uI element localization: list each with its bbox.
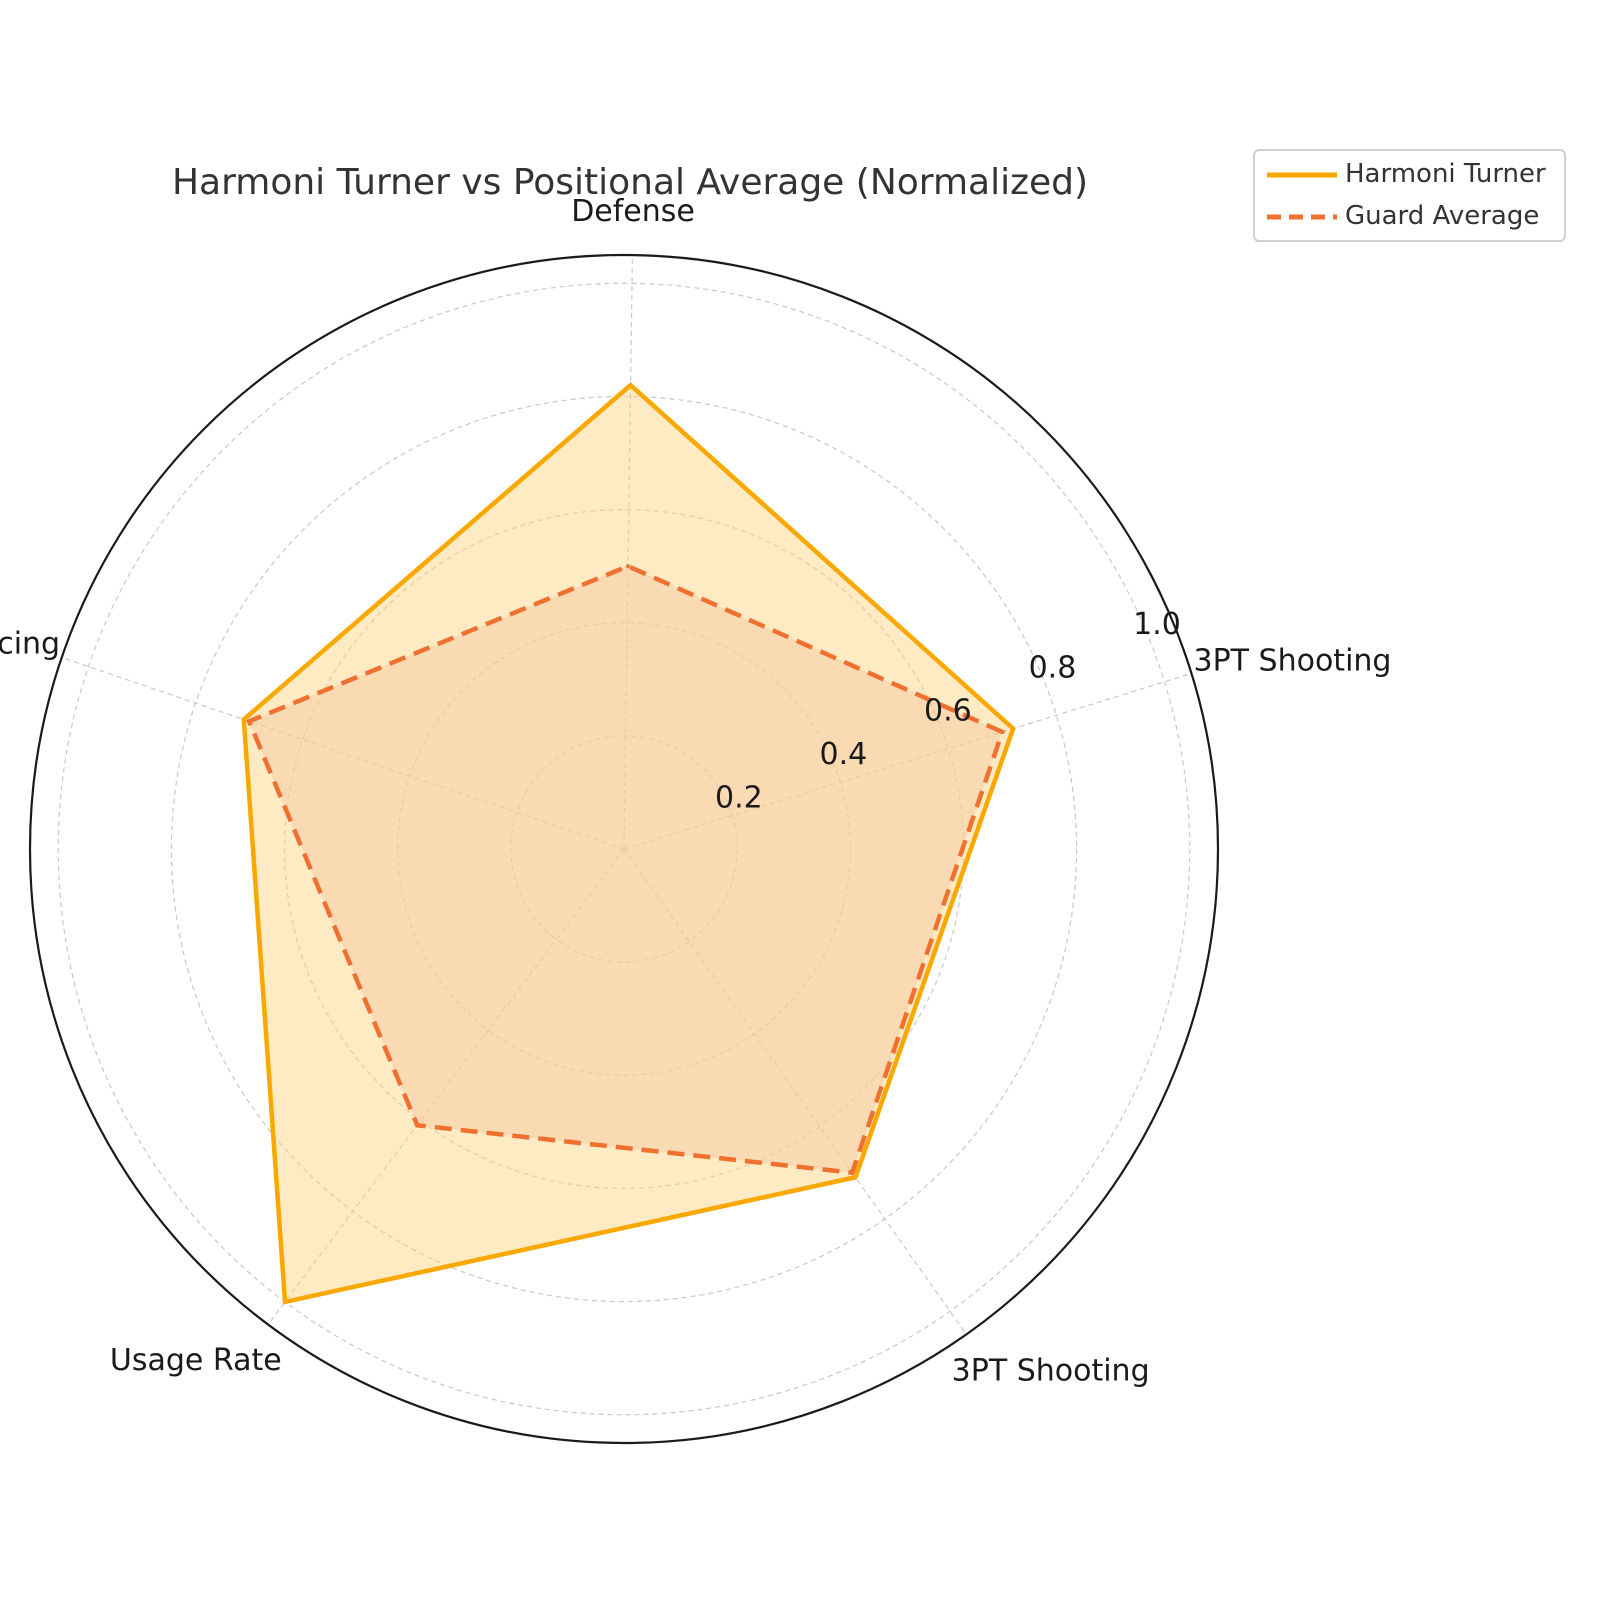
- series-2-point-4: [415, 1123, 420, 1128]
- chart-title: Harmoni Turner vs Positional Average (No…: [171, 162, 1089, 203]
- radial-tick-4: 0.8: [1029, 650, 1077, 685]
- series-layer: [241, 382, 1016, 1305]
- grid-spoke-2: [623, 255, 634, 850]
- axis-label-3: Spacing: [0, 626, 60, 661]
- grid-spoke-5: [623, 848, 967, 1335]
- legend-item-guard-average: Guard Average: [1255, 197, 1564, 237]
- axis-label-1: 3PT Shooting: [1194, 643, 1392, 678]
- series-1-point-5: [853, 1175, 858, 1180]
- grid-spoke-3: [61, 656, 625, 850]
- series-2-point-3: [247, 719, 252, 724]
- axis-label-5: 3PT Shooting: [952, 1353, 1150, 1388]
- series-2-point-2: [626, 564, 631, 569]
- series-1-point-4: [283, 1299, 288, 1304]
- legend-dashed-line-icon: [1267, 214, 1337, 220]
- series-fill-2: [249, 566, 1003, 1173]
- axis-label-4: Usage Rate: [110, 1343, 282, 1378]
- grid-spoke-1: [623, 672, 1192, 850]
- grid-ring-5: [57, 282, 1191, 1416]
- outer-boundary: [28, 253, 1220, 1445]
- series-fill-1: [243, 385, 1014, 1302]
- radial-tick-3: 0.6: [924, 694, 972, 729]
- radial-tick-1: 0.2: [715, 780, 763, 815]
- legend-item-harmoni: Harmoni Turner: [1255, 155, 1564, 195]
- series-2-point-1: [1000, 729, 1005, 734]
- radial-tick-2: 0.4: [820, 737, 868, 772]
- series-1-point-3: [241, 717, 246, 722]
- legend-solid-line-icon: [1267, 172, 1337, 178]
- grid-ring-2: [397, 622, 851, 1076]
- legend: Harmoni Turner Guard Average: [1253, 149, 1566, 242]
- axis-label-2: Defense: [571, 194, 695, 229]
- series-2-point-5: [850, 1170, 855, 1175]
- grid-ring-1: [510, 735, 738, 963]
- labels-layer: 3PT Shooting Defense Spacing Usage Rate 3PT …: [0, 194, 1391, 1388]
- series-line-1: [241, 382, 1016, 1305]
- series-1-point-1: [1011, 726, 1016, 731]
- series-1-point-2: [628, 383, 633, 388]
- grid-ring-4: [170, 395, 1078, 1303]
- legend-label-harmoni: Harmoni Turner: [1345, 159, 1546, 189]
- radial-tick-5: 1.0: [1133, 607, 1181, 642]
- series-line-2: [246, 563, 1006, 1176]
- grid-spoke-4: [267, 848, 625, 1325]
- legend-label-guard-average: Guard Average: [1345, 201, 1540, 231]
